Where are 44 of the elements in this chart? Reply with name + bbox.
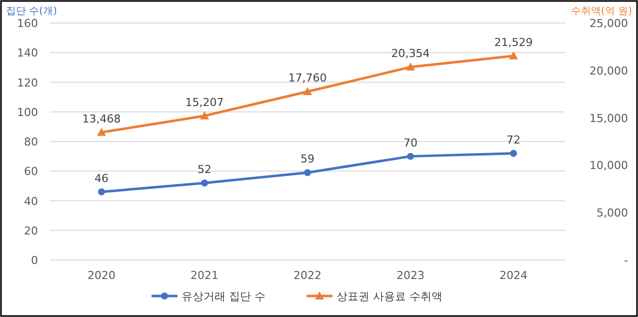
y-tick-label: 60 bbox=[24, 165, 38, 178]
point bbox=[510, 150, 517, 157]
y-tick-label: 160 bbox=[17, 17, 38, 30]
y-tick-label: 80 bbox=[24, 136, 38, 148]
data-label: 72 bbox=[506, 133, 520, 146]
data-label: 70 bbox=[404, 136, 418, 150]
x-tick-label: 2023 bbox=[396, 269, 424, 282]
data-label: 17,760 bbox=[288, 72, 327, 85]
x-tick-label: 2021 bbox=[190, 269, 218, 282]
y-tick-label: 40 bbox=[24, 194, 38, 208]
legend-label: 상표권 사용료 수취액 bbox=[336, 290, 442, 303]
point bbox=[97, 128, 106, 136]
y2-tick-label: 5,000 bbox=[596, 206, 628, 220]
data-label: 46 bbox=[94, 172, 108, 185]
point bbox=[200, 111, 209, 120]
y2-tick-label: 10,000 bbox=[590, 159, 628, 172]
y-tick-label: 20 bbox=[24, 224, 38, 238]
data-label: 52 bbox=[198, 162, 212, 176]
data-label: 15,207 bbox=[185, 96, 224, 109]
point bbox=[407, 152, 414, 160]
y2-tick-label: - bbox=[624, 254, 628, 267]
data-label: 21,529 bbox=[494, 36, 533, 49]
point bbox=[304, 169, 311, 176]
y-tick-label: 120 bbox=[17, 76, 38, 90]
point bbox=[98, 188, 105, 196]
x-tick-label: 2022 bbox=[294, 269, 322, 282]
point bbox=[509, 51, 518, 60]
data-label: 13,468 bbox=[82, 112, 121, 126]
y-tick-label: 100 bbox=[17, 106, 38, 119]
y2-tick-label: 20,000 bbox=[590, 64, 628, 78]
x-tick-label: 2024 bbox=[500, 269, 528, 282]
y-tick-label: 0 bbox=[31, 254, 38, 267]
point bbox=[303, 87, 312, 96]
y2-tick-label: 15,000 bbox=[590, 112, 628, 125]
data-label: 20,354 bbox=[391, 47, 430, 60]
y2-tick-label: 25,000 bbox=[590, 17, 628, 30]
legend-label: 유상거래 집단 수 bbox=[182, 290, 266, 303]
point bbox=[201, 179, 208, 186]
data-label: 59 bbox=[300, 152, 314, 166]
y-axis-title: 집단 수(개) bbox=[6, 6, 58, 17]
point bbox=[406, 62, 415, 71]
y-tick-label: 140 bbox=[17, 46, 38, 60]
x-tick-label: 2020 bbox=[88, 269, 116, 282]
y2-axis-title: 수취액(억 원) bbox=[571, 6, 632, 17]
